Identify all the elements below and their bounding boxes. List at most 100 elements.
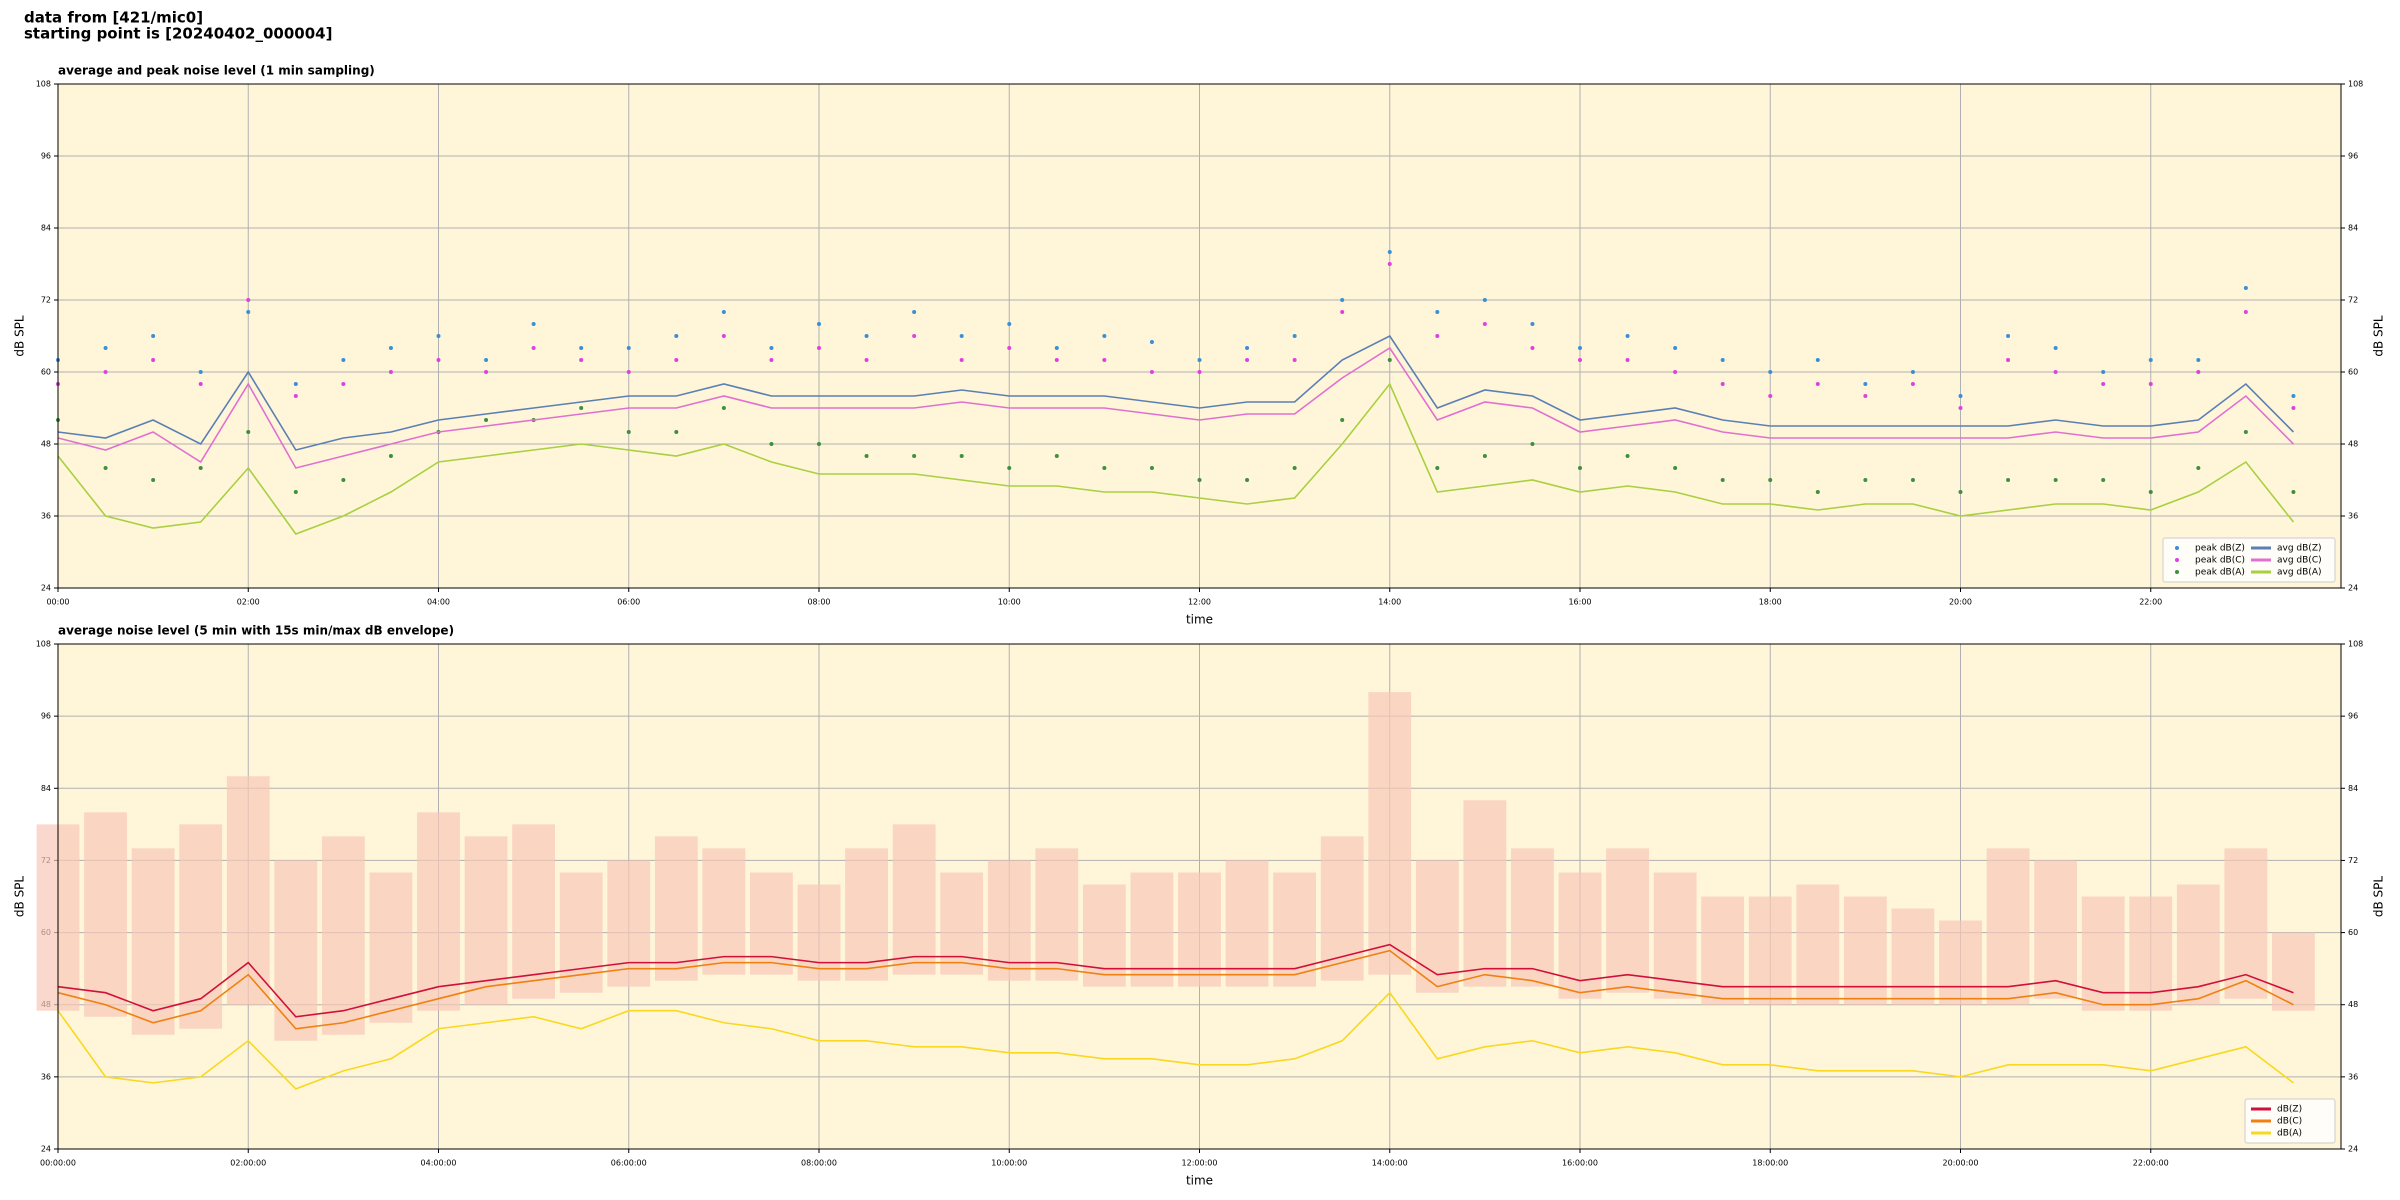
peak-dot <box>1910 382 1915 386</box>
y2-tick-label: 72 <box>2348 856 2358 865</box>
peak-dot <box>912 334 917 338</box>
peak-dot <box>2053 346 2058 350</box>
peak-dot <box>1530 322 1535 326</box>
peak-dot <box>1625 334 1630 338</box>
peak-dot <box>151 334 156 338</box>
peak-dot <box>2101 382 2106 386</box>
series-line <box>57 991 2294 1090</box>
x-tick-label: 14:00:00 <box>1372 1159 1408 1168</box>
y2-tick-label: 48 <box>2348 1000 2358 1009</box>
peak-dot <box>1292 334 1297 338</box>
peak-dot <box>151 478 156 482</box>
peak-dot <box>2291 394 2296 398</box>
peak-dot <box>1768 394 1773 398</box>
peak-dot <box>1578 358 1582 362</box>
peak-dot <box>2148 358 2153 362</box>
y-tick-label: 60 <box>41 368 51 377</box>
peak-dot <box>484 418 489 422</box>
peak-dot <box>1578 346 1582 350</box>
y-tick-label: 108 <box>36 640 51 649</box>
x-tick-label: 00:00 <box>46 598 69 607</box>
peak-dot <box>1292 358 1297 362</box>
peak-dot <box>1435 310 1440 314</box>
peak-dot <box>1197 358 1202 362</box>
y2-tick-label: 72 <box>2348 296 2358 305</box>
y2-tick-label: 24 <box>2348 584 2358 593</box>
peak-dot <box>721 310 726 314</box>
x-tick-label: 22:00:00 <box>2133 1159 2169 1168</box>
peak-dot <box>2148 382 2153 386</box>
peak-dot <box>1958 406 1963 410</box>
y2-tick-label: 84 <box>2348 224 2358 233</box>
legend-label: peak dB(Z) <box>2195 544 2245 554</box>
peak-dot <box>1673 346 1678 350</box>
y2-tick-label: 108 <box>2348 640 2363 649</box>
peak-dot <box>1149 466 1154 470</box>
x-tick-label: 22:00 <box>2139 598 2162 607</box>
peak-dot <box>864 454 869 458</box>
peak-dot <box>959 358 964 362</box>
peak-dot <box>1149 370 1154 374</box>
peak-dot <box>1197 370 1202 374</box>
peak-dot <box>1625 454 1630 458</box>
y-tick-label: 36 <box>41 512 51 521</box>
series-line <box>57 334 2295 451</box>
y-tick-label: 48 <box>41 440 51 449</box>
y2-tick-label: 96 <box>2348 152 2358 161</box>
plot-frame <box>57 643 2342 1150</box>
peak-dot <box>2101 478 2106 482</box>
y2-tick-label: 24 <box>2348 1145 2358 1154</box>
x-tick-label: 04:00:00 <box>421 1159 457 1168</box>
peak-dot <box>1340 310 1345 314</box>
plot-frame <box>57 83 2342 589</box>
peak-dot <box>1007 322 1012 326</box>
peak-dot <box>388 346 393 350</box>
x-tick-label: 10:00:00 <box>991 1159 1027 1168</box>
peak-dot <box>1815 358 1820 362</box>
peak-dot <box>1673 466 1678 470</box>
peak-dot <box>1958 394 1963 398</box>
peak-dot <box>198 382 203 386</box>
peak-dot <box>1054 358 1059 362</box>
peak-dot <box>2006 334 2011 338</box>
peak-dot <box>2196 370 2201 374</box>
y-tick-label: 36 <box>41 1072 51 1081</box>
peak-dot <box>1863 478 1868 482</box>
peak-dot <box>674 334 679 338</box>
legend-swatch <box>2175 546 2179 550</box>
peak-dot <box>579 406 584 410</box>
peak-dot <box>1102 466 1107 470</box>
y2-axis-label: dB SPL <box>2372 315 2386 357</box>
peak-dot <box>341 358 346 362</box>
peak-dot <box>579 346 584 350</box>
y2-tick-label: 48 <box>2348 440 2358 449</box>
peak-dot <box>1910 370 1915 374</box>
x-tick-label: 08:00:00 <box>801 1159 837 1168</box>
peak-dot <box>1149 340 1154 344</box>
peak-dot <box>626 370 631 374</box>
peak-dot <box>2006 358 2011 362</box>
peak-dot <box>293 394 298 398</box>
header-source: data from [421/mic0] <box>24 9 203 27</box>
peak-dot <box>1720 382 1725 386</box>
peak-dot <box>531 322 536 326</box>
peak-dot <box>198 370 203 374</box>
y-tick-label: 72 <box>41 296 51 305</box>
x-tick-label: 06:00:00 <box>611 1159 647 1168</box>
peak-dot <box>436 334 441 338</box>
y-tick-label: 84 <box>41 784 51 793</box>
peak-dot <box>1197 478 1202 482</box>
legend-label: dB(C) <box>2277 1117 2302 1127</box>
chart-title: average noise level (5 min with 15s min/… <box>58 624 454 638</box>
peak-dot <box>1530 442 1535 446</box>
peak-dot <box>959 334 964 338</box>
peak-dot <box>1673 370 1678 374</box>
peak-dot <box>2006 478 2011 482</box>
peak-dot <box>1482 454 1487 458</box>
peak-dot <box>1102 334 1107 338</box>
peak-dot <box>151 358 156 362</box>
y2-tick-label: 36 <box>2348 512 2358 521</box>
legend-label: peak dB(C) <box>2195 556 2245 566</box>
